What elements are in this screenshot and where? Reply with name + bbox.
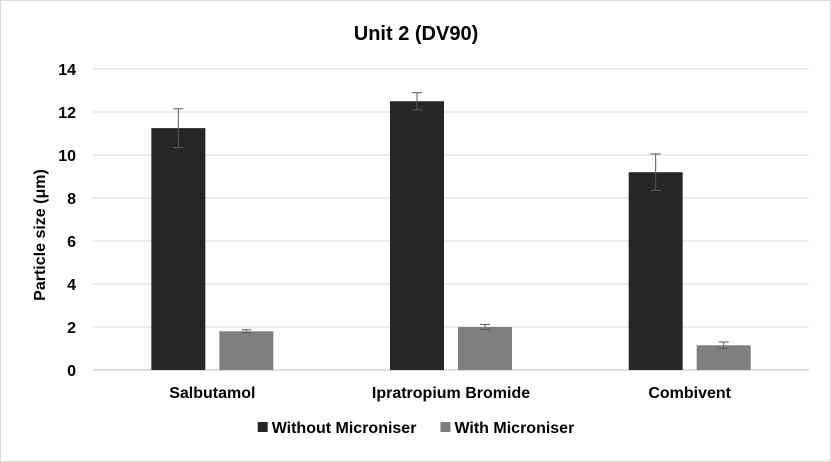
y-tick-label: 8 [67, 191, 76, 208]
y-tick-label: 6 [67, 234, 76, 251]
y-tick-label: 14 [58, 62, 76, 79]
bar [458, 327, 512, 370]
chart-title: Unit 2 (DV90) [354, 23, 478, 45]
bar [696, 345, 751, 370]
legend-swatch [257, 422, 268, 432]
y-tick-label: 12 [58, 105, 76, 122]
y-tick-label: 2 [67, 320, 76, 337]
x-tick-label: Salbutamol [169, 385, 255, 402]
bar [219, 331, 274, 370]
legend-item: Without Microniser [257, 420, 417, 437]
x-tick-label: Combivent [648, 385, 731, 402]
bar [151, 128, 206, 370]
bars [151, 92, 751, 370]
legend-label: Without Microniser [272, 420, 417, 437]
y-tick-label: 4 [67, 277, 76, 294]
y-axis-title: Particle size (μm) [32, 169, 49, 301]
legend-item: With Microniser [440, 420, 574, 437]
legend: Without Microniser With Microniser [257, 420, 574, 437]
y-tick-label: 10 [58, 148, 76, 165]
y-tick-label: 0 [67, 363, 76, 380]
legend-swatch [440, 422, 451, 432]
legend-label: With Microniser [454, 420, 574, 437]
x-tick-label: Ipratropium Bromide [372, 385, 530, 402]
bar [628, 172, 683, 370]
bar [390, 101, 444, 370]
gridlines [93, 68, 809, 371]
tick-labels: 0 2 4 6 8 10 12 14 Salbutamol Ipratropium Bromide… [58, 62, 731, 402]
